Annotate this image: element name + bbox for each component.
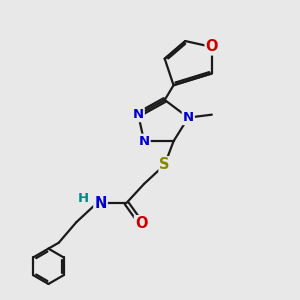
Text: N: N <box>183 111 194 124</box>
Text: H: H <box>78 192 89 205</box>
Text: N: N <box>133 108 144 121</box>
Text: O: O <box>206 39 218 54</box>
Text: N: N <box>139 135 150 148</box>
Text: N: N <box>94 196 107 211</box>
Text: S: S <box>160 157 170 172</box>
Text: O: O <box>135 216 147 231</box>
